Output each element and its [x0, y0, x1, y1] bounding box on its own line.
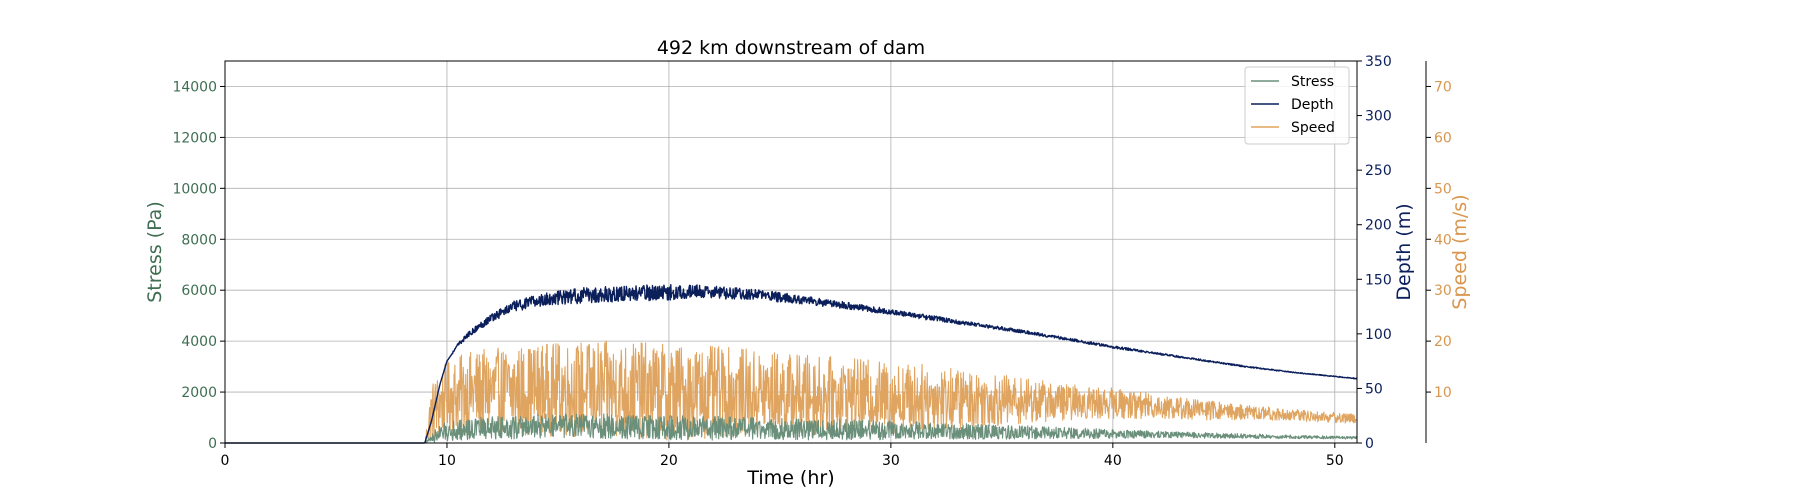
y-tick-label-stress: 4000	[181, 334, 217, 350]
y-tick-label-depth: 0	[1365, 436, 1374, 452]
x-axis-label: Time (hr)	[746, 467, 834, 489]
y-tick-label-speed: 70	[1434, 79, 1452, 95]
chart-title: 492 km downstream of dam	[657, 37, 925, 59]
y-axis-label-speed: Speed (m/s)	[1449, 194, 1471, 309]
y-tick-label-stress: 6000	[181, 283, 217, 299]
y-tick-label-stress: 12000	[172, 130, 217, 146]
plot-frame	[224, 60, 1358, 444]
y-tick-label-stress: 2000	[181, 385, 217, 401]
y-tick-label-speed: 50	[1434, 181, 1452, 197]
y-axis-label-stress: Stress (Pa)	[144, 201, 166, 303]
legend-label-speed: Speed	[1291, 120, 1335, 136]
y-tick-label-depth: 250	[1365, 163, 1392, 179]
legend: Stress Depth Speed	[1244, 66, 1350, 145]
y-tick-label-stress: 14000	[172, 79, 217, 95]
y-tick-label-depth: 300	[1365, 109, 1392, 125]
y-tick-label-stress: 10000	[172, 181, 217, 197]
y-tick-label-speed: 20	[1434, 334, 1452, 350]
legend-box	[1244, 66, 1350, 145]
y-tick-label-depth: 50	[1365, 381, 1383, 397]
x-tick-label: 0	[221, 453, 230, 469]
x-tick-label: 40	[1104, 453, 1122, 469]
legend-label-depth: Depth	[1291, 97, 1334, 113]
x-tick-label: 20	[660, 453, 678, 469]
series-layer	[224, 284, 1358, 444]
x-tick-label: 30	[882, 453, 900, 469]
y-tick-label-speed: 30	[1434, 283, 1452, 299]
y-axis-label-depth: Depth (m)	[1393, 203, 1415, 300]
y-tick-label-depth: 200	[1365, 218, 1392, 234]
y-tick-label-speed: 10	[1434, 385, 1452, 401]
x-tick-label: 50	[1326, 453, 1344, 469]
y-tick-label-depth: 350	[1365, 54, 1392, 70]
y-tick-label-depth: 100	[1365, 327, 1392, 343]
y-tick-label-stress: 8000	[181, 232, 217, 248]
y-tick-label-depth: 150	[1365, 272, 1392, 288]
axes: 0 10 20 30 40 5002000400060008000100001200014…	[144, 54, 1471, 469]
legend-label-stress: Stress	[1291, 74, 1334, 90]
y-tick-label-speed: 40	[1434, 232, 1452, 248]
y-tick-label-speed: 60	[1434, 130, 1452, 146]
y-tick-label-stress: 0	[208, 436, 217, 452]
x-tick-label: 10	[438, 453, 456, 469]
